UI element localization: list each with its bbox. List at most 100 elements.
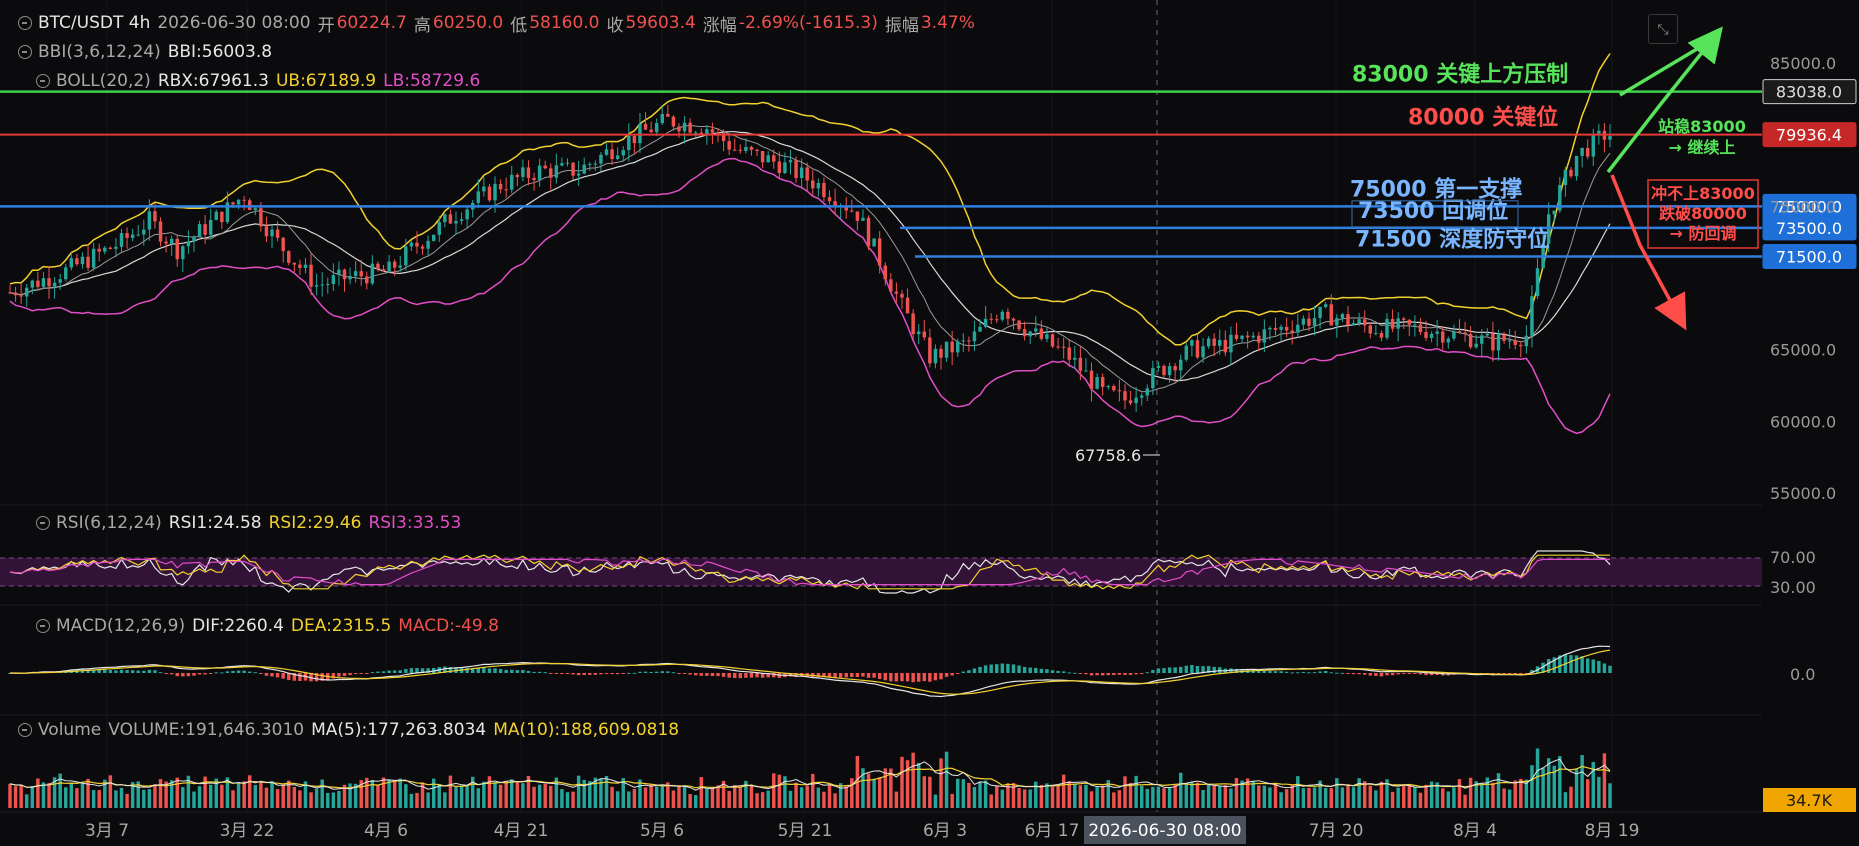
- volume-bar: [515, 781, 520, 808]
- macd-bar: [337, 673, 341, 677]
- volume-bar: [476, 788, 481, 808]
- eye-icon[interactable]: [18, 723, 32, 737]
- macd-pane: [8, 645, 1612, 698]
- x-tick-label: 6月 17: [1025, 821, 1080, 841]
- volume-ma5-line: [9, 758, 1611, 791]
- volume-bar: [916, 762, 921, 808]
- volume-bar: [342, 784, 347, 808]
- candle-body: [1530, 296, 1534, 336]
- volume-bar: [125, 793, 129, 808]
- volume-bar: [158, 779, 163, 808]
- macd-bar: [153, 670, 157, 673]
- volume-bar: [1446, 791, 1451, 808]
- macd-bar: [565, 673, 570, 674]
- macd-bar: [1257, 671, 1261, 673]
- candle-body: [80, 256, 85, 265]
- candle-body: [950, 341, 954, 353]
- candle-body: [1050, 334, 1055, 347]
- volume-bar: [733, 785, 737, 808]
- eye-icon[interactable]: [18, 16, 32, 30]
- volume-bar: [1123, 776, 1127, 808]
- macd-bar: [1073, 672, 1077, 674]
- volume-bar: [1362, 781, 1367, 808]
- candle-body: [175, 238, 179, 260]
- macd-bar: [119, 669, 124, 673]
- boll-name[interactable]: BOLL(20,2): [56, 71, 151, 91]
- macd-bar: [1190, 664, 1194, 673]
- candle-body: [1106, 386, 1110, 388]
- macd-bar: [978, 666, 982, 673]
- volume-bar: [1507, 789, 1512, 808]
- volume-bar: [571, 791, 575, 808]
- macd-bar: [370, 672, 375, 674]
- candle-body: [627, 135, 631, 151]
- candle-body: [1078, 357, 1083, 371]
- macd-bar: [359, 673, 363, 674]
- volume-bar: [755, 793, 759, 808]
- x-tick-label: 4月 21: [494, 821, 549, 841]
- volume-bar: [967, 782, 971, 808]
- volume-bar: [604, 775, 609, 808]
- symbol-title[interactable]: BTC/USDT 4h: [38, 13, 151, 33]
- volume-bar: [749, 786, 754, 808]
- macd-bar: [638, 671, 642, 673]
- candle-body: [359, 271, 363, 277]
- candle-body: [220, 211, 224, 223]
- rsi2-value: RSI2:29.46: [268, 513, 362, 533]
- price-tag-box: [1762, 244, 1857, 269]
- candle-body: [1184, 345, 1189, 360]
- rsi-name[interactable]: RSI(6,12,24): [56, 513, 162, 533]
- eye-icon[interactable]: [36, 74, 50, 88]
- macd-bar: [1106, 673, 1110, 676]
- macd-bar: [933, 673, 938, 681]
- candle-body: [956, 341, 960, 353]
- x-tick-label: 3月 7: [85, 821, 129, 841]
- candle-body: [1301, 318, 1306, 325]
- macd-bar: [967, 670, 971, 673]
- volume-bar: [794, 782, 798, 808]
- volume-bar: [8, 783, 12, 808]
- volume-bar: [510, 779, 514, 808]
- volume-bar: [370, 779, 375, 808]
- eye-icon[interactable]: [18, 45, 32, 59]
- volume-bar: [744, 780, 748, 808]
- macd-bar: [995, 664, 999, 673]
- macd-bar: [1084, 673, 1088, 675]
- macd-name[interactable]: MACD(12,26,9): [56, 616, 186, 636]
- candle-body: [816, 183, 821, 189]
- macd-bar: [1173, 667, 1177, 673]
- macd-bar: [515, 670, 520, 673]
- volume-bar: [788, 790, 793, 808]
- scenario-up-arrow: [1606, 26, 1723, 174]
- macd-bar: [381, 671, 386, 673]
- candle-body: [1368, 325, 1373, 334]
- macd-bar: [192, 673, 196, 676]
- volume-bar: [420, 782, 425, 808]
- candle-body: [365, 276, 369, 284]
- eye-icon[interactable]: [36, 516, 50, 530]
- candle-body: [404, 246, 408, 266]
- candle-body: [337, 269, 341, 276]
- candles: [8, 104, 1612, 412]
- macd-bar: [604, 673, 609, 674]
- volume-bar: [348, 783, 352, 808]
- macd-bar: [1279, 671, 1283, 673]
- candle-body: [1145, 388, 1150, 396]
- eye-icon[interactable]: [36, 619, 50, 633]
- volume-bar: [872, 779, 876, 808]
- volume-bar: [1139, 785, 1144, 808]
- macd-bar: [922, 673, 927, 682]
- bbi-name[interactable]: BBI(3,6,12,24): [38, 42, 161, 62]
- x-tick-label: 8月 19: [1585, 821, 1640, 841]
- macd-bar: [911, 673, 915, 683]
- volume-bar: [1034, 781, 1038, 808]
- candle-body: [36, 280, 40, 287]
- volume-bar: [799, 787, 804, 808]
- volume-bar: [1318, 780, 1322, 808]
- volume-bar: [1329, 788, 1333, 808]
- volume-bar: [1468, 777, 1473, 808]
- boll-mid: RBX:67961.3: [157, 71, 269, 91]
- fullscreen-icon[interactable]: ⤡: [1648, 14, 1678, 44]
- volume-name[interactable]: Volume: [38, 720, 102, 740]
